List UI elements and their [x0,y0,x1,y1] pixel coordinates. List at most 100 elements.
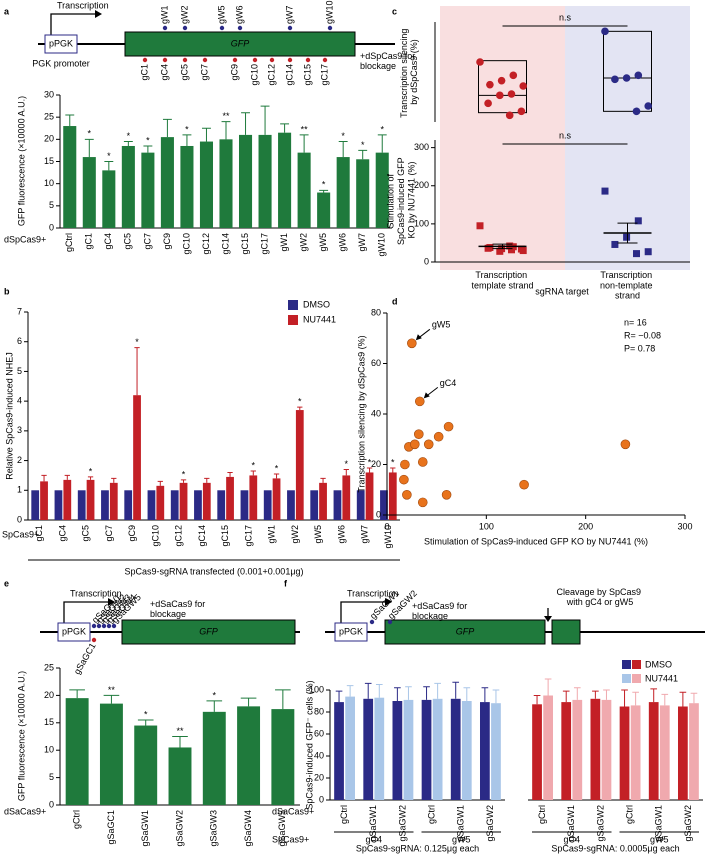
x-tick-label: gC7 [104,525,114,542]
error-bar [240,697,257,707]
error-bar [390,467,396,473]
bar [101,490,109,520]
bar [450,698,461,800]
bar [99,703,123,805]
arrow-head [95,10,102,18]
bar [147,490,156,520]
guide-dot [182,57,188,63]
point [441,489,452,500]
bar [601,699,612,800]
error-bar [84,138,94,158]
significance: * [368,457,372,467]
x-tick-label: gSaGW1 [368,805,378,842]
y-axis-label: Transcription silencing by dSpCas9 (%) [399,26,419,118]
x-tick-label: gC7 [142,233,152,250]
box [603,30,652,112]
bar [356,490,365,520]
bar [317,192,331,228]
promoter-label: pPGK [49,38,73,48]
guide-label: gW5 [216,5,226,24]
x-tick-label: gC10 [150,525,160,547]
legend-swatch [622,674,631,683]
bar [388,472,397,520]
error-bar [533,695,541,705]
error-bar [335,690,343,703]
x-tick-label: gC9 [127,525,137,542]
error-bar [358,149,368,160]
legend-swatch [632,674,641,683]
dot [644,102,652,110]
transcription-label: Transcription [347,588,399,598]
guide-label: gC15 [302,64,312,86]
x-tick-label: gW2 [298,233,308,252]
guide-dot [232,57,238,63]
dot [611,240,619,248]
y-tick-label: 25 [44,112,54,122]
significance: * [345,459,349,469]
error-bar [157,480,163,486]
y-tick-label: 200 [414,180,429,190]
error-bar [41,474,47,482]
error-bar [463,687,471,701]
error-bar [103,694,120,704]
y-axis-label: Transcription silencing by dSpCas9 (%) [356,335,366,492]
significance: * [322,180,326,190]
bar [403,699,414,800]
legend-swatch [632,660,641,669]
x-tick-label: gW6 [336,525,346,544]
promoter-label: pPGK [339,626,363,636]
dot [634,217,642,225]
significance: * [275,463,279,473]
point [417,457,428,467]
error-bar [592,690,599,699]
error-bar [280,123,290,133]
y-tick-label: 0 [376,509,381,519]
x-tick-label: gSaGW5 [277,810,287,847]
x-tick-label: gSaGW3 [209,810,219,847]
bar [124,490,133,520]
bar [345,696,356,800]
error-bar [405,686,412,700]
guide-label: gC9 [229,64,239,81]
x-tick-label: gW5 [318,233,328,252]
dot [476,222,484,230]
significance: * [127,131,131,141]
bar [40,481,48,520]
error-bar [162,118,172,138]
bar [156,485,165,520]
x-tick-label: gCtrl [537,805,547,824]
bar [179,482,188,520]
panel-letter: f [284,578,288,588]
bar [491,703,501,800]
bar [356,159,370,228]
bar [121,145,135,228]
error-bar [104,161,114,171]
x-tick-label: gSaGW1 [140,810,150,847]
guide-dot [287,25,293,31]
bar [199,141,214,228]
bar [334,702,344,800]
error-bar [375,684,383,698]
error-bar [481,687,489,703]
x-tick-label: gSaGW2 [485,805,495,842]
error-bar [394,687,401,701]
guide-dot [322,57,328,63]
point [399,474,409,485]
error-bar [204,477,210,483]
x-tick-label: gC4 [57,525,67,542]
x-tick-label: gC17 [259,233,269,255]
y-tick-label: 0 [49,799,54,809]
transcription-arrow [63,601,108,623]
bar [240,490,249,520]
y-tick-label: 0 [424,256,429,266]
guide-dot [252,57,258,63]
bar [160,137,174,228]
transcription-label: Transcription [57,0,109,10]
bar [86,479,95,520]
bar [677,706,688,800]
point [443,421,454,432]
promoter-box [44,34,78,54]
x-tick-label: gSaGC1 [106,810,116,845]
y-axis-label: Stimulation of SpCas9-induced GFP KO by … [386,155,417,245]
